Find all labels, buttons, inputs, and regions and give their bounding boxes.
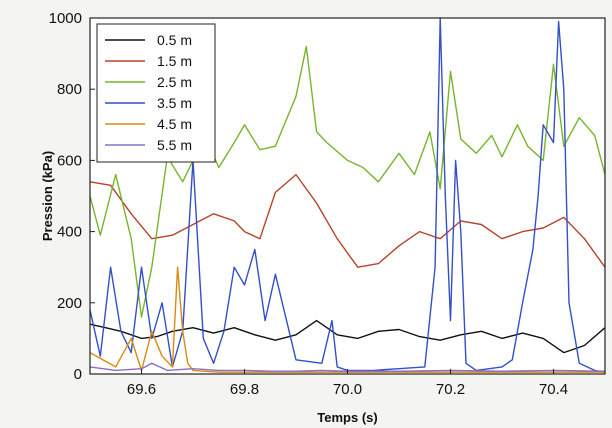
y-tick-label: 400	[57, 224, 82, 241]
y-axis: 0 200 400 600 800 1000	[49, 10, 95, 383]
x-tick-label: 70.0	[333, 381, 362, 398]
series-line-3	[89, 17, 606, 373]
series-line-5	[89, 362, 606, 372]
x-tick-label: 70.4	[539, 381, 568, 398]
x-tick-label: 70.2	[436, 381, 465, 398]
y-tick-label: 200	[57, 295, 82, 312]
y-tick-label: 600	[57, 152, 82, 169]
legend-label-4: 4.5 m	[157, 116, 192, 132]
legend-label-1: 1.5 m	[157, 53, 192, 69]
series-line-4	[89, 266, 605, 373]
legend-label-3: 3.5 m	[157, 95, 192, 111]
y-tick-label: 800	[57, 81, 82, 98]
series-layer	[89, 17, 606, 373]
x-tick-label: 69.8	[230, 381, 259, 398]
series-line-0	[89, 319, 606, 354]
legend-label-0: 0.5 m	[157, 32, 192, 48]
y-tick-label: 0	[74, 366, 82, 383]
y-axis-title: Pression (kPa)	[40, 151, 55, 241]
x-tick-label: 69.6	[127, 381, 156, 398]
x-axis-title: Temps (s)	[317, 410, 377, 425]
legend-label-5: 5.5 m	[157, 137, 192, 153]
y-tick-label: 1000	[49, 10, 82, 27]
x-axis: 69.6 69.8 70.0 70.2 70.4	[127, 369, 568, 398]
series-line-1	[89, 173, 606, 268]
legend-label-2: 2.5 m	[157, 74, 192, 90]
series-line-2	[89, 45, 606, 318]
legend: 0.5 m 1.5 m 2.5 m 3.5 m 4.5 m 5.5 m	[96, 23, 216, 163]
legend-box	[96, 23, 216, 163]
